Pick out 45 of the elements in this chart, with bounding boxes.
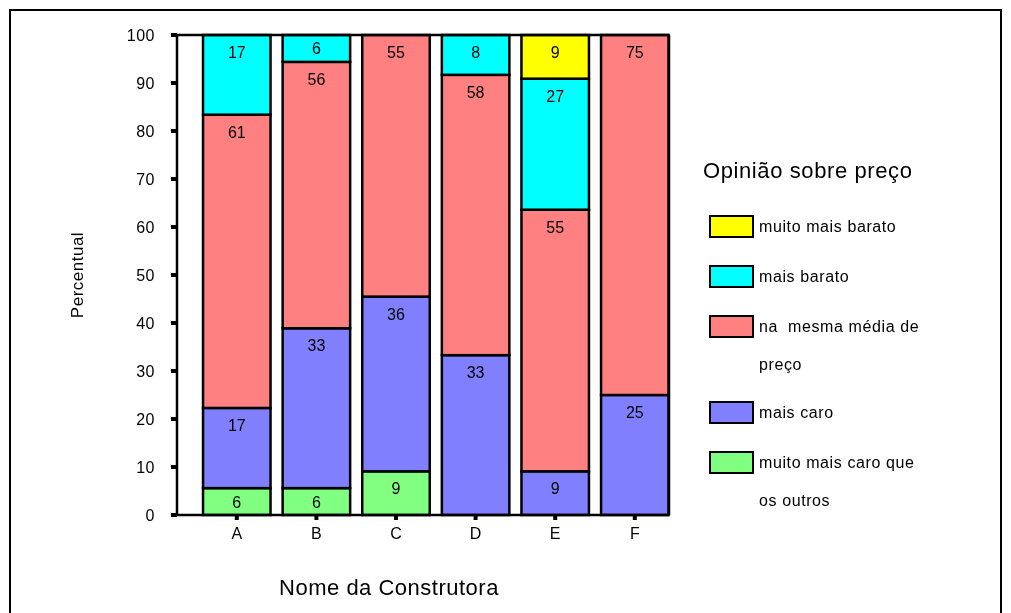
x-tick-label: E [549, 525, 561, 542]
y-tick-label: 50 [136, 267, 155, 284]
data-label: 6 [311, 40, 321, 58]
text: na mesma média de preço [759, 318, 920, 373]
x-tick-label: A [231, 525, 243, 542]
data-label: 56 [307, 70, 326, 88]
y-tick-label: 90 [136, 75, 155, 92]
data-label: 55 [387, 44, 405, 61]
data-label: 61 [227, 123, 246, 141]
legend-label: mais barato [759, 268, 850, 285]
data-label: 8 [471, 44, 481, 61]
data-label: 9 [550, 480, 560, 498]
data-label: 9 [550, 44, 560, 61]
data-label: 17 [227, 44, 246, 61]
y-tick-label: 80 [136, 123, 155, 140]
y-axis-title: Percentual [68, 231, 87, 319]
legend-label: muito mais barato [759, 218, 897, 235]
data-label: 33 [466, 364, 485, 382]
y-tick-label: 60 [136, 219, 155, 236]
x-axis-title: Nome da Construtora [279, 575, 500, 600]
data-label: 25 [625, 404, 644, 421]
data-label: 58 [466, 83, 485, 101]
data-label: 6 [232, 493, 242, 511]
x-tick-label: F [629, 525, 640, 542]
y-tick-label: 10 [136, 459, 155, 476]
y-tick-label: 20 [136, 411, 155, 428]
data-label: 9 [391, 480, 401, 498]
x-tick-label: B [311, 525, 322, 542]
y-tick-label: 30 [136, 363, 155, 380]
x-tick-label: D [469, 525, 482, 542]
legend-title: Opinião sobre preço [703, 158, 913, 183]
data-label: 27 [546, 87, 565, 105]
y-tick-label: 100 [126, 27, 155, 44]
legend-label: mais caro [759, 404, 834, 421]
x-tick-label: C [390, 525, 402, 542]
data-label: 33 [307, 337, 326, 355]
data-label: 36 [387, 305, 405, 323]
data-label: 17 [227, 416, 246, 434]
y-tick-label: 0 [145, 507, 155, 524]
y-tick-label: 40 [136, 315, 155, 332]
data-label: 55 [546, 218, 565, 236]
text: muito mais caro que os outros [759, 454, 915, 509]
data-label: 75 [625, 44, 644, 61]
data-label: 6 [311, 493, 321, 511]
y-tick-label: 70 [136, 171, 155, 188]
